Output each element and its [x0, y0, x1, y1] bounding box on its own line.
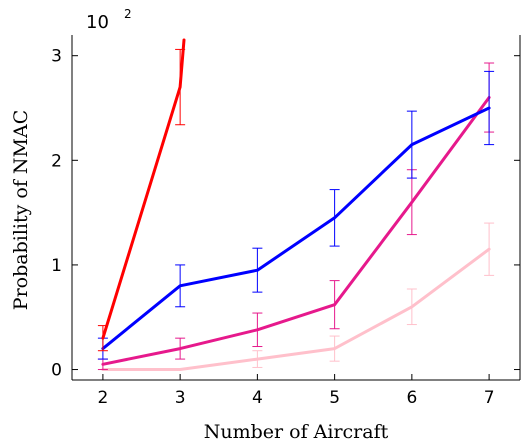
x-tick-label: 3: [175, 388, 186, 408]
series-0: [97, 38, 186, 352]
y-tick-label: 0: [51, 361, 62, 381]
scale-factor-exponent: 2: [124, 7, 132, 21]
series-1: [97, 70, 495, 360]
plot-area: [97, 38, 495, 371]
series-line: [101, 38, 186, 340]
series-3: [101, 222, 495, 371]
x-tick-label: 2: [97, 388, 108, 408]
axes: 2 3 4 5 6 7 0 1 2 3: [51, 35, 521, 408]
y-axis-title: Probability of NMAC: [10, 110, 32, 310]
y-tick-label: 2: [51, 151, 62, 171]
series-line: [101, 247, 491, 371]
x-axis-title: Number of Aircraft: [204, 421, 389, 443]
scale-factor-base: 10: [86, 12, 109, 33]
x-tick-label: 4: [252, 388, 263, 408]
x-tick-label: 6: [406, 388, 417, 408]
series-2: [97, 62, 495, 371]
y-tick-label: 3: [51, 47, 62, 67]
series-line: [101, 96, 491, 366]
y-tick-label: 1: [51, 256, 62, 276]
x-tick-label: 7: [484, 388, 495, 408]
x-tick-label: 5: [329, 388, 340, 408]
series-line: [101, 106, 491, 351]
